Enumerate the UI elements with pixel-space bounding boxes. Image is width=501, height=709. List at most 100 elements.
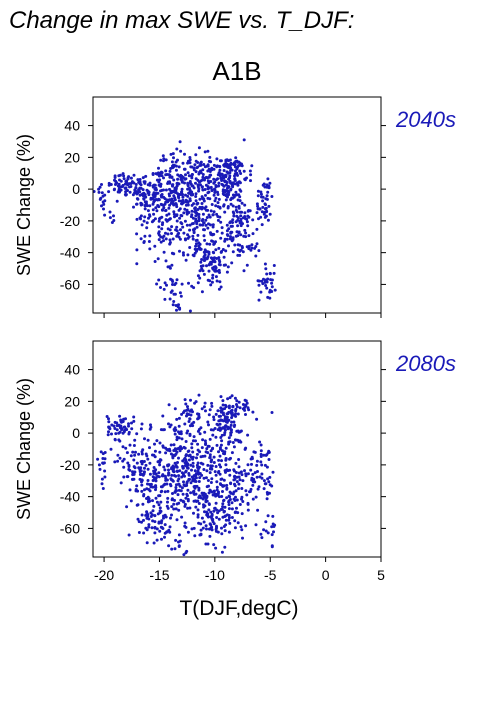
data-point	[251, 472, 255, 476]
data-point	[164, 237, 168, 241]
data-point	[168, 169, 172, 173]
data-point	[162, 514, 165, 518]
data-point	[197, 480, 201, 483]
data-point	[115, 424, 119, 428]
data-point	[219, 465, 223, 469]
data-point	[188, 156, 192, 159]
data-point	[163, 468, 167, 472]
data-point	[268, 272, 272, 276]
data-point	[218, 454, 222, 458]
data-point	[216, 201, 220, 205]
data-point	[217, 414, 221, 418]
data-point	[140, 513, 144, 517]
data-point	[217, 258, 221, 262]
data-point	[235, 506, 238, 510]
data-point	[107, 417, 110, 421]
data-point	[137, 520, 141, 524]
data-point	[229, 230, 233, 234]
data-point	[115, 421, 119, 425]
data-point	[233, 243, 237, 247]
data-point	[169, 443, 173, 447]
data-point	[212, 242, 216, 246]
data-point	[165, 283, 168, 287]
data-point	[185, 484, 189, 487]
data-point	[256, 487, 260, 491]
data-point	[179, 498, 183, 502]
data-point	[193, 469, 197, 473]
data-point	[225, 186, 229, 190]
data-point	[229, 456, 232, 460]
data-point	[270, 411, 274, 414]
data-point	[207, 269, 211, 273]
y-tick-label: 40	[64, 118, 80, 134]
data-point	[255, 211, 259, 215]
data-point	[147, 525, 151, 529]
data-point	[180, 187, 184, 191]
data-point	[214, 473, 218, 477]
data-point	[201, 438, 205, 442]
data-point	[211, 446, 215, 450]
data-point	[220, 439, 224, 443]
y-tick-label: -40	[60, 489, 80, 505]
data-point	[223, 431, 227, 435]
data-point	[243, 408, 247, 412]
data-point	[207, 491, 211, 495]
data-point	[144, 174, 148, 178]
data-point	[154, 188, 158, 192]
data-point	[214, 527, 218, 531]
data-point	[191, 234, 195, 238]
data-point	[163, 490, 167, 494]
data-point	[180, 190, 184, 194]
data-point	[196, 412, 199, 416]
data-point	[246, 502, 250, 506]
data-point	[164, 515, 168, 519]
data-point	[246, 224, 250, 228]
data-point	[177, 501, 181, 505]
data-point	[139, 237, 143, 241]
data-point	[250, 455, 254, 459]
data-point	[120, 428, 124, 432]
data-point	[190, 174, 194, 178]
data-point	[207, 423, 210, 427]
data-point	[187, 174, 191, 178]
data-point	[187, 458, 191, 462]
data-point	[222, 174, 226, 178]
data-point	[157, 233, 161, 237]
panel-2040s: -60 -40 -20 0 20 40 SWE Change (%) 2040s	[14, 96, 456, 318]
data-point	[219, 285, 223, 289]
data-point	[220, 179, 224, 182]
data-point	[175, 147, 179, 151]
data-point	[205, 469, 209, 473]
data-point	[188, 309, 192, 313]
data-point	[126, 461, 130, 465]
data-point	[167, 471, 171, 475]
data-point	[159, 428, 163, 432]
data-point	[145, 226, 149, 230]
data-point	[168, 241, 172, 244]
data-point	[155, 209, 159, 213]
data-point	[153, 514, 157, 518]
data-point	[110, 432, 113, 436]
data-point	[167, 544, 171, 548]
data-point	[229, 202, 233, 206]
data-point	[206, 149, 210, 153]
data-point	[197, 414, 201, 418]
data-point	[258, 207, 262, 211]
data-point	[157, 205, 161, 209]
data-point	[203, 178, 206, 182]
data-point	[177, 508, 181, 512]
data-point	[261, 195, 265, 199]
data-point	[205, 264, 208, 268]
data-point	[259, 190, 263, 194]
data-point	[235, 498, 239, 502]
data-point	[259, 449, 263, 453]
data-point	[157, 471, 161, 475]
data-point	[223, 428, 227, 432]
data-point	[260, 210, 264, 214]
data-point	[164, 451, 168, 455]
data-point	[204, 223, 208, 227]
data-point	[250, 476, 254, 480]
data-point	[181, 465, 185, 469]
data-point	[226, 163, 230, 167]
data-point	[194, 199, 198, 203]
